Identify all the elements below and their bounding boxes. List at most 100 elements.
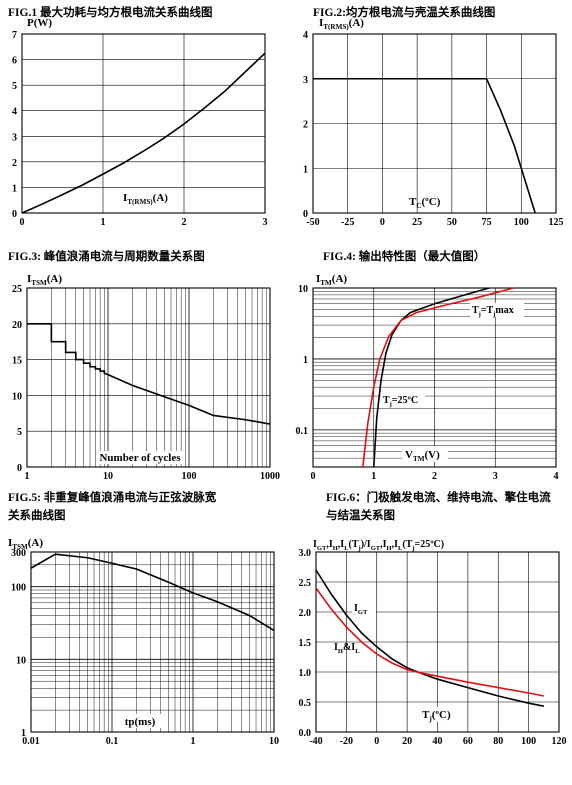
fig2-ytick-label: 1 [303, 164, 308, 175]
fig1-xtick-label: 0 [20, 217, 25, 228]
fig3-ylabel: ITSM(A) [27, 273, 62, 287]
fig6-series-1-line [315, 569, 544, 707]
fig3-ytick-label: 25 [12, 284, 22, 295]
fig6-plot: -40 -20 0 20 40 60 80 100 120 0.0 0.5 1.0 1.5 2.0 2.5 3… [299, 548, 567, 747]
fig6-xtick-label: 0 [374, 736, 379, 747]
fig2-ytick-label: 3 [303, 75, 308, 86]
fig4-ytick-label: 0.1 [296, 426, 309, 437]
fig3-ytick-label: 0 [17, 463, 22, 474]
fig6-xtick-label: 80 [493, 736, 503, 747]
fig5-xlabel: tp(ms) [125, 716, 156, 728]
fig6-xtick-label: 60 [463, 736, 473, 747]
fig2-ytick-label: 2 [303, 120, 308, 131]
fig6-ytick-label: 0.5 [299, 698, 312, 709]
fig6-ytick-label: 1.0 [299, 668, 312, 679]
fig4-xtick-label: 0 [311, 471, 316, 482]
fig2-ytick-label: 4 [303, 30, 308, 41]
fig1-ytick-label: 6 [12, 56, 17, 67]
fig1-series-1-line [21, 52, 266, 214]
fig1-title: FIG.1 最大功耗与均方根电流关系曲线图 [8, 7, 213, 19]
fig5-xtick-label: 1 [191, 736, 196, 747]
fig4-xtick-label: 2 [432, 471, 437, 482]
fig4-annot-tjmax: Tj=Tjmax [472, 305, 514, 318]
fig1-ylabel: P(W) [27, 17, 52, 29]
fig5-xtick-label: 0.1 [106, 736, 119, 747]
fig5-ylabel: ITSM(A) [8, 537, 43, 551]
fig4-title: FIG.4: 输出特性图（最大值图） [323, 251, 486, 263]
fig3-xtick-label: 100 [182, 471, 197, 482]
fig4-xlabel: VTM(V) [405, 449, 440, 463]
fig5-title: FIG.5: 非重复峰值浪涌电流与正弦波脉宽 关系曲线图 [8, 492, 217, 522]
fig6-xtick-label: 20 [402, 736, 412, 747]
fig3-ytick-label: 10 [12, 391, 22, 402]
fig2-xtick-label: -50 [306, 217, 319, 228]
fig2-xtick-label: 50 [447, 217, 457, 228]
fig3-ytick-label: 20 [12, 320, 22, 331]
fig2-series-1-line [313, 77, 536, 214]
fig6-xtick-label: -40 [309, 736, 322, 747]
fig5-series-1-line [30, 553, 275, 632]
fig6-xlabel-background [420, 707, 454, 722]
fig3-xtick-label: 1000 [260, 471, 280, 482]
fig6-ytick-label: 3.0 [299, 548, 312, 559]
fig3-xtick-label: 10 [103, 471, 113, 482]
fig4-annot2-background [470, 303, 524, 317]
fig4-ytick-label: 1 [303, 355, 308, 366]
fig1-ytick-label: 2 [12, 158, 17, 169]
fig5-ytick-label: 1 [21, 728, 26, 739]
fig1-ytick-label: 0 [12, 209, 17, 220]
fig3-title: FIG.3: 峰值浪涌电流与周期数量关系图 [8, 251, 205, 263]
fig1-ytick-label: 3 [12, 132, 17, 143]
fig1-frame [21, 33, 266, 214]
fig2-ylabel: IT(RMS)(A) [319, 17, 364, 31]
fig4-xtick-label: 4 [554, 471, 559, 482]
fig6-ylabel: IGT,IH,IL(Tj)/IGT,IH,IL(Tj=25ºC) [313, 539, 444, 552]
fig4-xtick-label: 3 [493, 471, 498, 482]
fig2-xtick-label: 75 [482, 217, 492, 228]
fig2-ytick-label: 0 [303, 209, 308, 220]
fig1-xtick-label: 1 [101, 217, 106, 228]
fig4-annot-tj25: Tj=25ºC [383, 395, 418, 408]
fig5-xtick-label: 0.01 [22, 736, 40, 747]
fig6-xtick-label: 100 [521, 736, 536, 747]
fig2-frame [312, 33, 557, 214]
fig4-series-2-line [362, 287, 514, 468]
fig3-xtick-label: 1 [25, 471, 30, 482]
fig4-annot1-background [381, 393, 425, 407]
fig2-title: FIG.2:均方根电流与壳温关系曲线图 [313, 7, 496, 19]
fig1-ytick-label: 1 [12, 183, 17, 194]
fig3-ytick-label: 5 [17, 427, 22, 438]
fig6-igt-label: IGT [354, 603, 368, 616]
fig6-ytick-label: 2.0 [299, 608, 312, 619]
fig6-ytick-label: 2.5 [299, 578, 312, 589]
fig6-ih-il-label: IH&IL [334, 642, 360, 655]
fig2-xlabel: TC(ºC) [409, 196, 441, 210]
fig2-xtick-label: 100 [514, 217, 529, 228]
fig2-xtick-label: 25 [412, 217, 422, 228]
fig6-ytick-label: 0.0 [299, 728, 312, 739]
fig1-xtick-label: 3 [263, 217, 268, 228]
fig5-ytick-label: 100 [11, 583, 26, 594]
fig4-ytick-label: 10 [298, 284, 308, 295]
fig1-xtick-label: 2 [182, 217, 187, 228]
fig2-plot: -50 -25 0 25 50 75 100 125 0 1 2 3 4 [303, 30, 564, 228]
fig4-xlabel-background [402, 446, 448, 462]
fig4-frame [312, 287, 557, 468]
fig1-ytick-label: 7 [12, 30, 17, 41]
fig6-igt-label-background [352, 600, 376, 614]
fig4-xtick-label: 1 [371, 471, 376, 482]
fig3-series-1-line [27, 322, 271, 425]
fig5-plot: 0.01 0.1 1 10 300 100 10 1 [11, 548, 279, 747]
fig5-xtick-label: 10 [269, 736, 279, 747]
fig3-frame [26, 287, 271, 468]
fig3-ytick-label: 15 [12, 356, 22, 367]
fig5-ytick-label: 10 [16, 655, 26, 666]
fig5-frame [30, 551, 275, 733]
fig6-xtick-label: 120 [552, 736, 567, 747]
fig5-ytick-label: 300 [11, 548, 26, 559]
fig2-xtick-label: -25 [341, 217, 354, 228]
fig6-xlabel: Tj(ºC) [422, 709, 451, 723]
fig1-plot: 0 1 2 3 0 1 2 3 4 5 6 7 [12, 30, 268, 228]
fig3-xlabel-background [96, 451, 184, 464]
